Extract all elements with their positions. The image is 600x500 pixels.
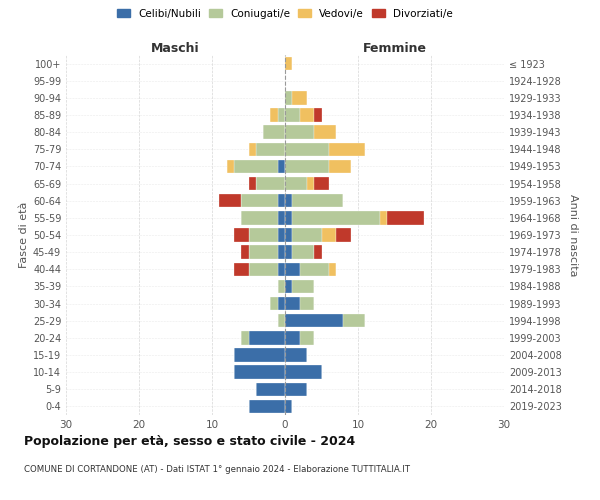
Bar bbox=[263, 126, 285, 139]
Bar bbox=[285, 228, 292, 241]
Bar bbox=[234, 366, 285, 379]
Bar bbox=[314, 246, 322, 259]
Bar bbox=[299, 108, 314, 122]
Bar bbox=[278, 108, 285, 122]
Bar bbox=[278, 228, 285, 241]
Bar bbox=[285, 177, 307, 190]
Bar bbox=[314, 108, 322, 122]
Bar bbox=[285, 400, 292, 413]
Bar bbox=[220, 194, 241, 207]
Bar bbox=[241, 194, 278, 207]
Bar bbox=[285, 366, 322, 379]
Text: COMUNE DI CORTANDONE (AT) - Dati ISTAT 1° gennaio 2024 - Elaborazione TUTTITALIA: COMUNE DI CORTANDONE (AT) - Dati ISTAT 1… bbox=[24, 465, 410, 474]
Bar bbox=[329, 142, 365, 156]
Legend: Celibi/Nubili, Coniugati/e, Vedovi/e, Divorziati/e: Celibi/Nubili, Coniugati/e, Vedovi/e, Di… bbox=[113, 4, 457, 22]
Bar bbox=[343, 314, 365, 328]
Bar bbox=[234, 228, 248, 241]
Bar bbox=[248, 142, 256, 156]
Bar bbox=[299, 262, 329, 276]
Bar bbox=[241, 246, 248, 259]
Bar bbox=[285, 194, 292, 207]
Bar bbox=[387, 211, 424, 224]
Bar bbox=[234, 160, 278, 173]
Bar bbox=[271, 297, 278, 310]
Bar bbox=[292, 280, 314, 293]
Bar bbox=[285, 382, 307, 396]
Bar bbox=[307, 177, 314, 190]
Y-axis label: Anni di nascita: Anni di nascita bbox=[568, 194, 578, 276]
Bar bbox=[227, 160, 234, 173]
Bar bbox=[278, 160, 285, 173]
Bar bbox=[285, 57, 292, 70]
Bar bbox=[278, 262, 285, 276]
Bar bbox=[285, 280, 292, 293]
Bar bbox=[292, 91, 307, 104]
Bar bbox=[278, 211, 285, 224]
Bar bbox=[285, 91, 292, 104]
Bar bbox=[336, 228, 351, 241]
Text: Maschi: Maschi bbox=[151, 42, 200, 55]
Bar bbox=[292, 211, 380, 224]
Bar bbox=[285, 246, 292, 259]
Y-axis label: Fasce di età: Fasce di età bbox=[19, 202, 29, 268]
Bar bbox=[278, 246, 285, 259]
Bar bbox=[248, 177, 256, 190]
Bar bbox=[248, 228, 278, 241]
Bar bbox=[285, 297, 299, 310]
Bar bbox=[278, 314, 285, 328]
Bar bbox=[285, 331, 299, 344]
Bar bbox=[329, 262, 336, 276]
Bar bbox=[248, 246, 278, 259]
Bar bbox=[241, 211, 278, 224]
Bar bbox=[285, 348, 307, 362]
Bar bbox=[292, 246, 314, 259]
Bar bbox=[271, 108, 278, 122]
Text: Popolazione per età, sesso e stato civile - 2024: Popolazione per età, sesso e stato civil… bbox=[24, 435, 355, 448]
Bar bbox=[299, 297, 314, 310]
Bar bbox=[285, 126, 314, 139]
Bar bbox=[314, 177, 329, 190]
Bar bbox=[278, 280, 285, 293]
Bar bbox=[285, 314, 343, 328]
Bar bbox=[285, 262, 299, 276]
Bar bbox=[322, 228, 336, 241]
Bar bbox=[248, 262, 278, 276]
Bar bbox=[329, 160, 350, 173]
Bar bbox=[380, 211, 387, 224]
Bar bbox=[241, 331, 248, 344]
Bar bbox=[285, 142, 329, 156]
Bar bbox=[248, 400, 285, 413]
Bar bbox=[285, 108, 299, 122]
Bar bbox=[248, 331, 285, 344]
Bar bbox=[292, 228, 322, 241]
Bar bbox=[299, 331, 314, 344]
Bar bbox=[234, 348, 285, 362]
Text: Femmine: Femmine bbox=[362, 42, 427, 55]
Bar bbox=[256, 142, 285, 156]
Bar bbox=[314, 126, 336, 139]
Bar bbox=[285, 211, 292, 224]
Bar bbox=[234, 262, 248, 276]
Bar bbox=[292, 194, 343, 207]
Bar bbox=[256, 382, 285, 396]
Bar bbox=[278, 194, 285, 207]
Bar bbox=[256, 177, 285, 190]
Bar bbox=[285, 160, 329, 173]
Bar bbox=[278, 297, 285, 310]
